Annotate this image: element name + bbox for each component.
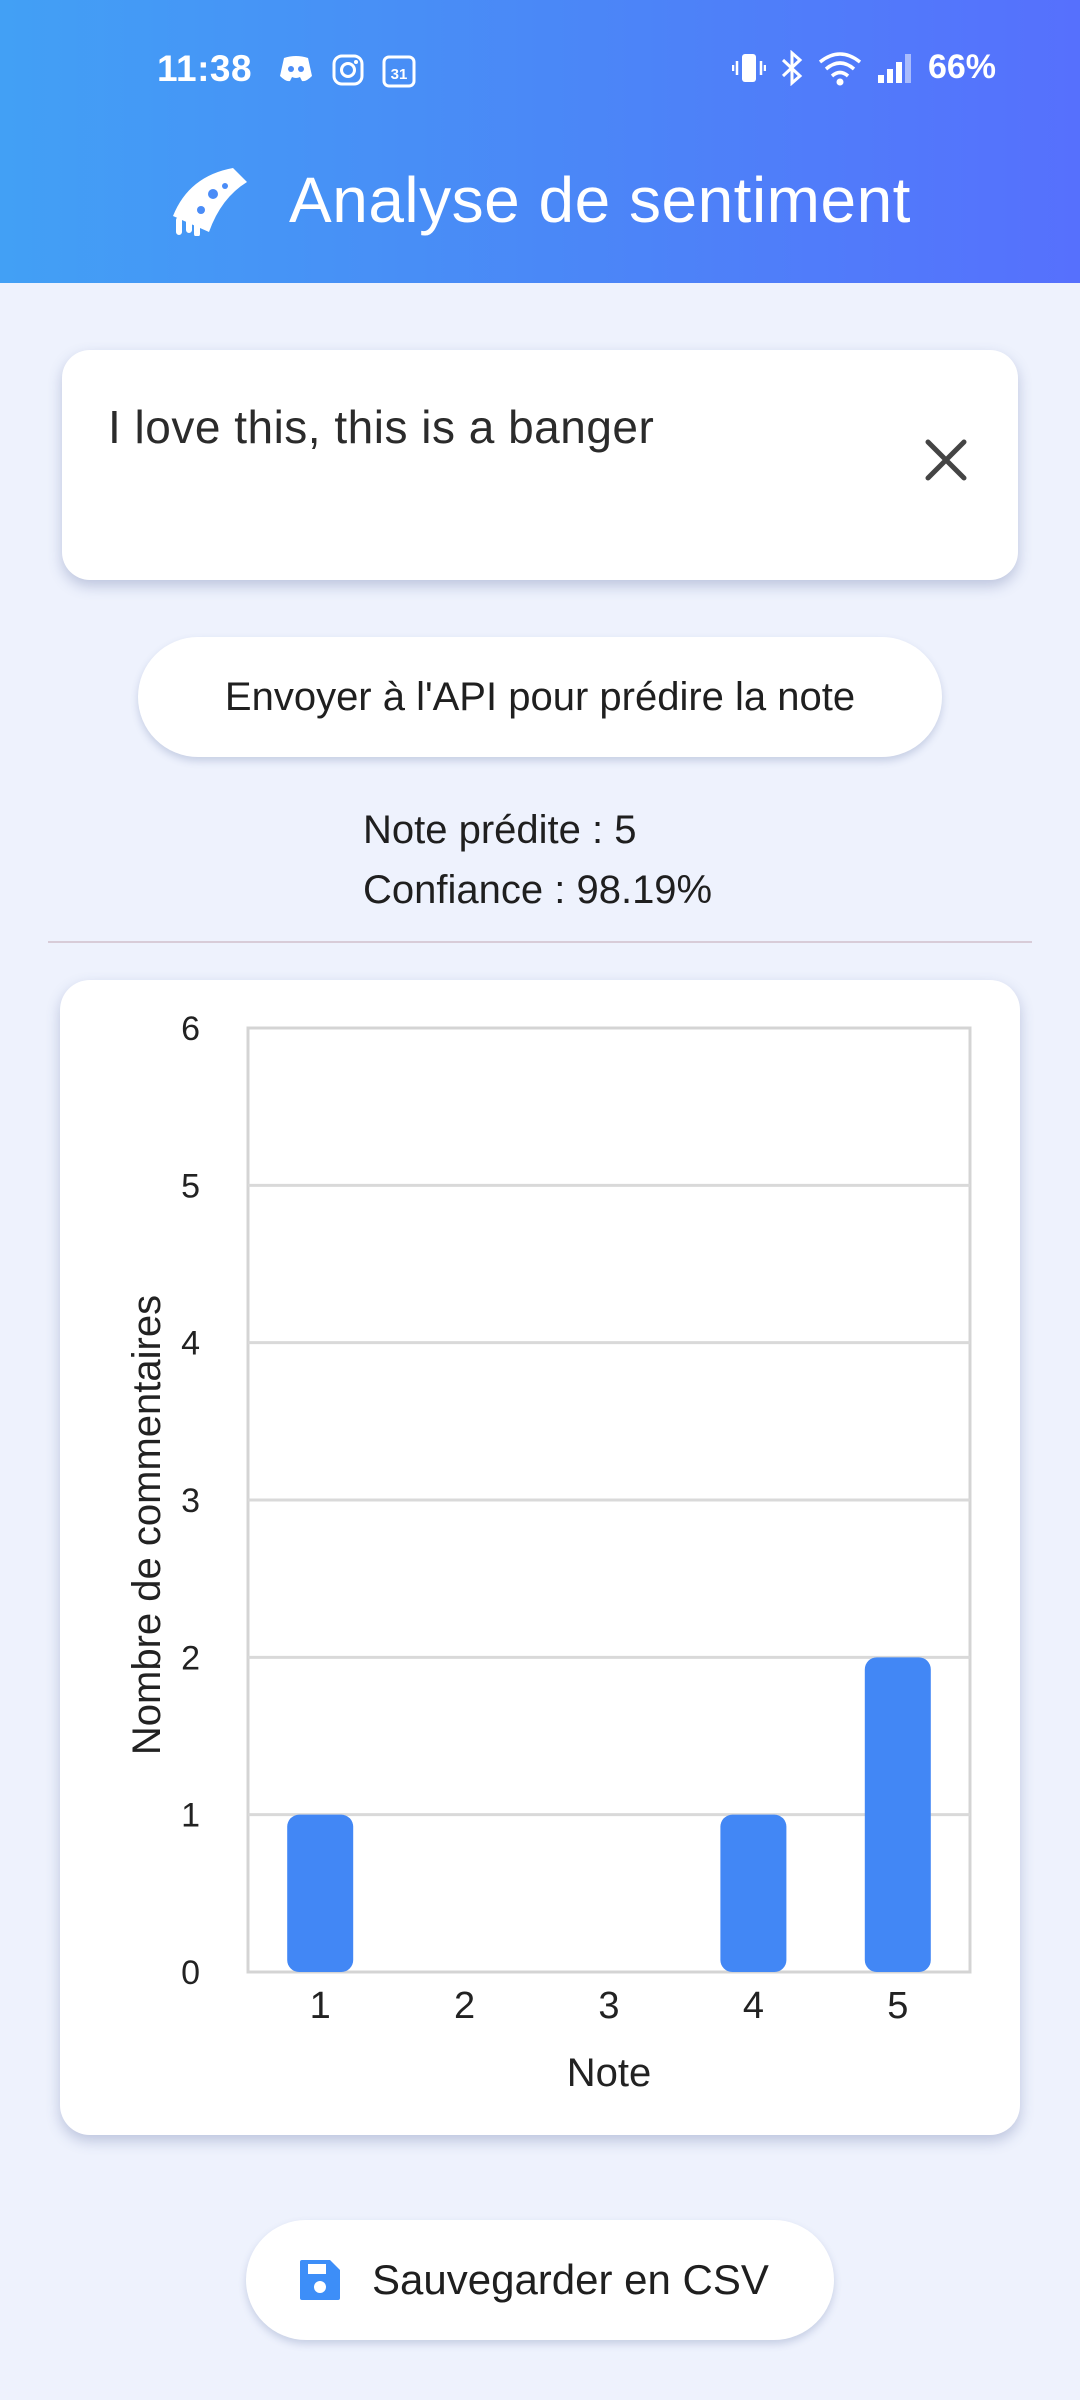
signal-icon <box>877 53 911 83</box>
pizza-icon <box>173 168 248 236</box>
x-axis-title: Note <box>567 2051 652 2095</box>
bar-chart: 0 1 2 3 4 5 6 1 2 3 4 5 Note Nombre de commentaires <box>125 1010 972 2095</box>
y-tick-label: 5 <box>181 1167 200 1205</box>
y-tick-label: 6 <box>181 1010 200 1048</box>
close-icon[interactable] <box>918 432 974 488</box>
save-csv-label: Sauvegarder en CSV <box>372 2256 769 2303</box>
x-tick-label: 5 <box>887 1985 908 2027</box>
floppy-disk-icon <box>300 2260 340 2300</box>
y-tick-label: 4 <box>181 1325 200 1363</box>
divider <box>48 941 1032 943</box>
instagram-icon <box>332 54 364 86</box>
status-time: 11:38 <box>157 48 253 89</box>
y-tick-label: 1 <box>181 1797 200 1835</box>
x-tick-label: 2 <box>454 1985 475 2027</box>
app-header: 11:38 31 <box>0 0 1080 283</box>
discord-icon <box>280 56 312 82</box>
wifi-icon <box>818 51 862 85</box>
prediction-result: Note prédite : 5 Confiance : 98.19% <box>363 800 712 920</box>
save-csv-button[interactable]: Sauvegarder en CSV <box>246 2220 834 2340</box>
app-title: Analyse de sentiment <box>289 164 911 236</box>
calendar-icon: 31 <box>382 55 416 88</box>
x-tick-label: 4 <box>743 1985 764 2027</box>
vibrate-icon <box>731 53 766 82</box>
bar-note-1[interactable] <box>287 1814 354 1972</box>
x-tick-label: 3 <box>598 1985 619 2027</box>
battery-level: 66% <box>927 48 996 86</box>
bar-note-4[interactable] <box>720 1814 787 1972</box>
status-bar: 11:38 31 <box>0 40 1080 110</box>
y-tick-label: 3 <box>181 1482 200 1520</box>
bluetooth-icon <box>781 49 803 86</box>
y-tick-label: 0 <box>181 1954 200 1992</box>
predict-button[interactable]: Envoyer à l'API pour prédire la note <box>138 637 942 757</box>
bar-note-5[interactable] <box>864 1657 931 1972</box>
comment-input-card[interactable]: I love this, this is a banger <box>62 350 1018 580</box>
y-axis-title: Nombre de commentaires <box>125 1295 169 1755</box>
calendar-day: 31 <box>391 66 408 83</box>
x-tick-label: 1 <box>310 1985 331 2027</box>
y-tick-label: 2 <box>181 1639 200 1677</box>
chart-card: 0 1 2 3 4 5 6 1 2 3 4 5 Note Nombre de commentaires <box>60 980 1020 2135</box>
comment-input[interactable]: I love this, this is a banger <box>108 401 655 453</box>
confidence: Confiance : 98.19% <box>363 868 713 912</box>
app-title-row: Analyse de sentiment <box>0 155 1080 245</box>
predicted-note: Note prédite : 5 <box>363 808 637 852</box>
status-right: 66% <box>731 48 996 87</box>
